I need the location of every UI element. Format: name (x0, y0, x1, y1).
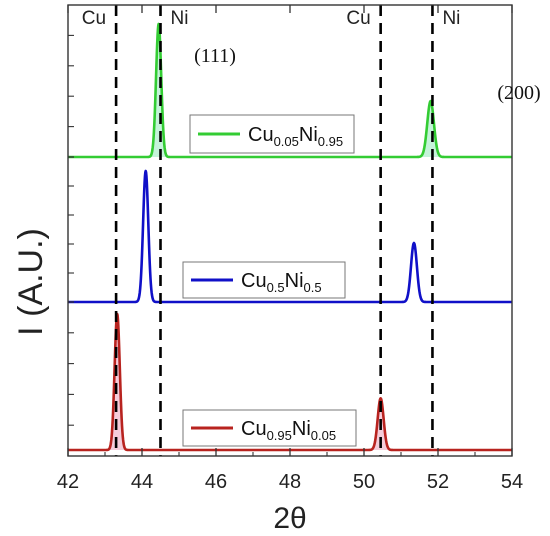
plot-frame (67, 4, 513, 457)
legend-label: Cu0.95Ni0.05 (241, 418, 336, 443)
legend-subscript: 0.05 (274, 134, 299, 149)
legend-subscript: 0.5 (267, 280, 285, 295)
legend-2: Cu0.95Ni0.05 (182, 409, 357, 447)
legend-label: Cu0.5Ni0.5 (241, 270, 322, 295)
legend-box (182, 261, 346, 299)
legend-subscript: 0.95 (267, 428, 292, 443)
y-axis-label: I (A.U.) (12, 228, 50, 336)
legend-element: Cu (248, 124, 274, 146)
legend-subscript: 0.05 (311, 428, 336, 443)
reference-label-3: Ni (442, 8, 460, 29)
legend-element: Ni (285, 270, 304, 292)
x-tick-label: 54 (501, 471, 523, 493)
series-line-1 (67, 169, 513, 304)
legend-1: Cu0.5Ni0.5 (182, 261, 346, 299)
x-axis-label: 2θ (273, 502, 306, 535)
legend-element: Cu (241, 418, 267, 440)
annotation-111: (111) (194, 45, 236, 67)
legend-element: Ni (299, 124, 318, 146)
x-tick-label: 48 (279, 471, 301, 493)
legend-label: Cu0.05Ni0.95 (248, 124, 343, 149)
series-line-0 (67, 22, 513, 159)
reference-label-2: Cu (346, 8, 370, 29)
reference-label-1: Ni (171, 8, 189, 29)
x-tick-label: 42 (57, 471, 79, 493)
legend-subscript: 0.5 (304, 280, 322, 295)
x-tick-label: 44 (131, 471, 153, 493)
legend-element: Ni (292, 418, 311, 440)
reference-label-0: Cu (82, 8, 106, 29)
plot-border (67, 4, 513, 457)
legend-subscript: 0.95 (318, 134, 343, 149)
x-tick-label: 46 (205, 471, 227, 493)
x-tick-label: 50 (353, 471, 375, 493)
chart-text: I (A.U.) 2θ (111) (200) Cu Ni Cu Ni 42 44 46 48… (12, 8, 541, 535)
legend-0: Cu0.05Ni0.95 (189, 114, 355, 154)
plot-area (67, 22, 513, 452)
legend-element: Cu (241, 270, 267, 292)
x-tick-label: 52 (427, 471, 449, 493)
legend-box (182, 409, 357, 447)
annotation-200: (200) (497, 82, 540, 104)
